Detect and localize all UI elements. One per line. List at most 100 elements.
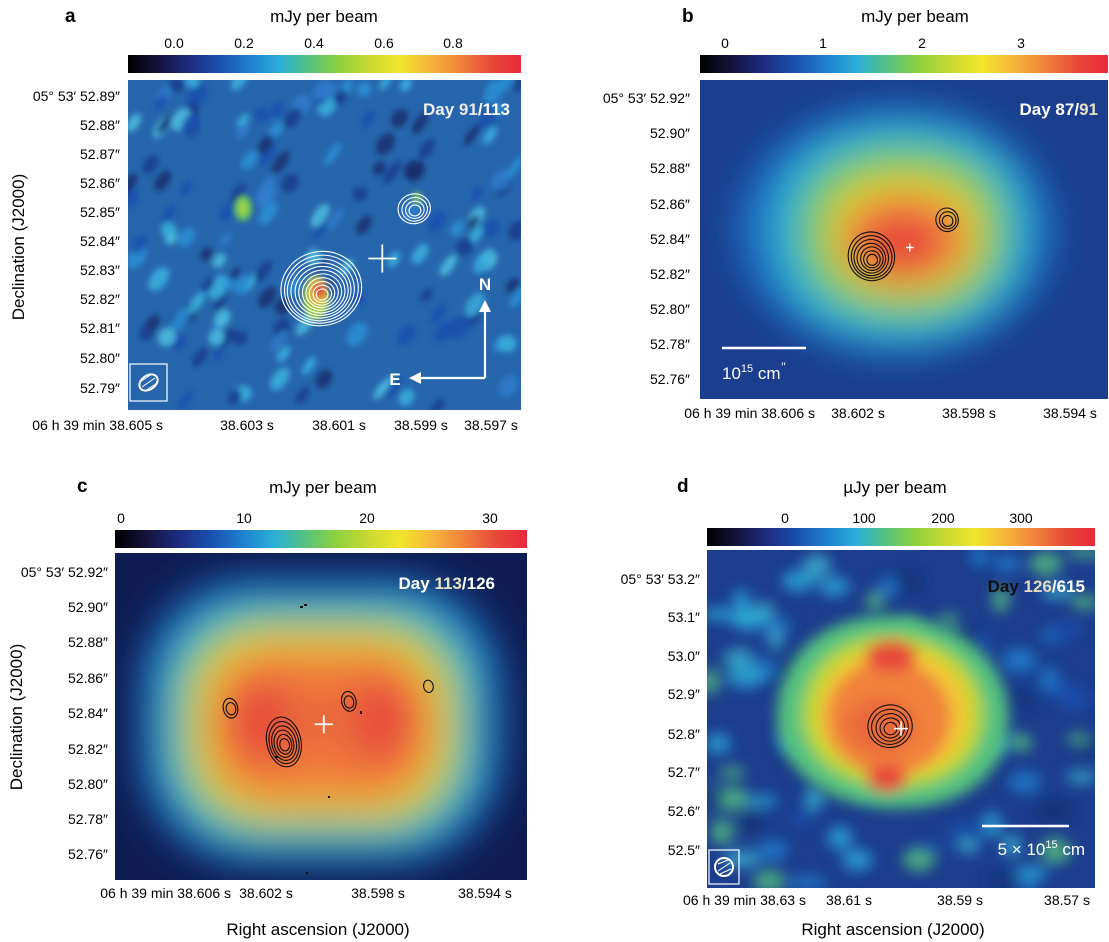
panel-a-x-tick: 38.601 s <box>312 417 366 433</box>
panel-b-day-label: Day 87/91 <box>1020 100 1099 119</box>
panel-a-day-label: Day 91/113 <box>423 100 510 119</box>
panel-a-y-tick: 52.85″ <box>80 204 120 220</box>
panel-a-cb-tick: 0.6 <box>374 35 394 51</box>
panel-b: b mJy per beam 0 1 2 3 1015 cm′′ <box>603 6 1108 421</box>
panel-c-y-tick: 52.88″ <box>68 634 108 650</box>
panel-a-x-tick: 38.597 s <box>464 417 518 433</box>
panel-b-x-tick: 38.594 s <box>1043 405 1097 421</box>
panel-b-colorbar-ticks: 0 1 2 3 <box>721 35 1025 51</box>
panel-b-cb-tick: 0 <box>721 35 729 51</box>
panel-a-x-tick: 06 h 39 min 38.605 s <box>32 417 163 433</box>
panel-a-y-tick: 52.86″ <box>80 175 120 191</box>
panel-b-letter: b <box>682 6 694 27</box>
panel-b-y-tick: 52.78″ <box>650 336 690 352</box>
panel-c-x-ticks: 06 h 39 min 38.606 s 38.602 s 38.598 s 3… <box>100 885 512 901</box>
panel-d-x-tick: 38.61 s <box>826 892 872 908</box>
panel-c-y-tick: 05° 53′ 52.92″ <box>21 564 108 580</box>
panel-c-y-ticks: 05° 53′ 52.92″ 52.90″ 52.88″ 52.86″ 52.8… <box>21 564 108 862</box>
panel-d-y-tick: 53.1″ <box>668 609 700 625</box>
panel-a-day-second: 113 <box>483 100 510 119</box>
panel-d-x-axis-title: Right ascension (J2000) <box>801 920 984 939</box>
panel-b-x-ticks: 06 h 39 min 38.606 s 38.602 s 38.598 s 3… <box>684 405 1097 421</box>
panel-b-y-tick: 52.86″ <box>650 196 690 212</box>
panel-c-x-tick: 38.598 s <box>351 885 405 901</box>
panel-a-colorbar <box>128 55 521 73</box>
panel-d-cb-tick: 300 <box>1009 510 1033 526</box>
panel-b-day-second: 91 <box>1079 100 1098 119</box>
panel-d-scale-label: 5 × 1015 cm <box>998 839 1085 859</box>
panel-c-y-tick: 52.82″ <box>68 741 108 757</box>
panel-b-cb-tick: 3 <box>1017 35 1025 51</box>
panel-d-cb-tick: 100 <box>852 510 876 526</box>
panel-b-cb-tick: 1 <box>819 35 827 51</box>
panel-a-x-tick: 38.599 s <box>394 417 448 433</box>
panel-d-y-tick: 52.5″ <box>668 842 700 858</box>
panel-b-y-tick: 52.76″ <box>650 371 690 387</box>
panel-b-y-tick: 52.80″ <box>650 301 690 317</box>
panel-c-image: Day 113/126 <box>115 553 527 880</box>
panel-b-image: 1015 cm′′ Day 87/91 <box>700 80 1108 399</box>
panel-d-y-ticks: 05° 53′ 53.2″ 53.1″ 53.0″ 52.9″ 52.8″ 52… <box>621 571 700 858</box>
panel-a-x-ticks: 06 h 39 min 38.605 s 38.603 s 38.601 s 3… <box>32 417 518 433</box>
panel-a-letter: a <box>65 6 76 27</box>
panel-a-colorbar-title: mJy per beam <box>270 7 378 26</box>
panel-d-y-tick: 52.7″ <box>668 764 700 780</box>
panel-b-colorbar <box>700 55 1108 73</box>
panel-b-x-tick: 38.602 s <box>831 405 885 421</box>
panel-d: d µJy per beam 0 100 200 300 <box>621 476 1104 939</box>
panel-a-y-tick: 52.83″ <box>80 262 120 278</box>
panel-a-day-first: 91 <box>459 100 478 119</box>
panel-a-compass-n: N <box>479 275 491 294</box>
panel-c-x-tick: 38.602 s <box>239 885 293 901</box>
panel-c-cb-tick: 30 <box>482 510 498 526</box>
panel-d-y-tick: 52.8″ <box>668 726 700 742</box>
panel-a-cb-tick: 0.2 <box>234 35 254 51</box>
panel-c-x-tick: 38.594 s <box>458 885 512 901</box>
panel-c-cb-tick: 0 <box>117 510 125 526</box>
panel-a-cb-tick: 0.0 <box>164 35 184 51</box>
panel-d-y-tick: 52.6″ <box>668 803 700 819</box>
panel-a-y-tick: 05° 53′ 52.89″ <box>33 88 120 104</box>
panel-a-y-axis-title: Declination (J2000) <box>9 174 28 320</box>
panel-a-colorbar-ticks: 0.0 0.2 0.4 0.6 0.8 <box>164 35 463 51</box>
panel-b-scale-label: 1015 cm′′ <box>722 360 786 383</box>
panel-c-cb-tick: 10 <box>236 510 252 526</box>
panel-a-compass-e: E <box>389 370 400 389</box>
panel-c-y-tick: 52.86″ <box>68 670 108 686</box>
panel-b-y-tick: 52.84″ <box>650 231 690 247</box>
panel-d-y-tick: 05° 53′ 53.2″ <box>621 571 700 587</box>
panel-c-x-tick: 06 h 39 min 38.606 s <box>100 885 231 901</box>
panel-d-colorbar <box>707 528 1095 546</box>
panel-d-day-label: Day 126/615 <box>988 577 1085 596</box>
panel-b-y-ticks: 05° 53′ 52.92″ 52.90″ 52.88″ 52.86″ 52.8… <box>603 90 690 387</box>
panel-a-y-ticks: 05° 53′ 52.89″ 52.88″ 52.87″ 52.86″ 52.8… <box>33 88 120 396</box>
panel-c-y-tick: 52.90″ <box>68 599 108 615</box>
panel-a-image: N E Day 91/113 <box>117 66 531 418</box>
panel-c-y-tick: 52.84″ <box>68 705 108 721</box>
panel-c-colorbar-title: mJy per beam <box>269 478 377 497</box>
panel-c-y-axis-title: Declination (J2000) <box>7 644 26 790</box>
panel-c-day-second: 126 <box>467 574 495 593</box>
panel-b-day-first: 87 <box>1055 100 1074 119</box>
panel-c-y-tick: 52.78″ <box>68 811 108 827</box>
panel-c-letter: c <box>77 476 88 497</box>
panel-b-y-tick: 52.88″ <box>650 160 690 176</box>
panel-b-cb-tick: 2 <box>918 35 926 51</box>
panel-c-colorbar-ticks: 0 10 20 30 <box>117 510 498 526</box>
panel-d-letter: d <box>677 476 689 497</box>
panel-b-y-tick: 52.90″ <box>650 125 690 141</box>
panel-a-cb-tick: 0.4 <box>304 35 324 51</box>
panel-b-y-tick: 05° 53′ 52.92″ <box>603 90 690 106</box>
panel-a: a mJy per beam 0.0 0.2 0.4 0.6 0.8 <box>9 6 531 433</box>
panel-a-y-tick: 52.84″ <box>80 233 120 249</box>
panel-a-y-tick: 52.82″ <box>80 291 120 307</box>
panel-b-y-tick: 52.82″ <box>650 266 690 282</box>
panel-c-day-label: Day 113/126 <box>399 574 495 593</box>
panel-c-colorbar <box>115 530 527 548</box>
panel-d-cb-tick: 200 <box>931 510 955 526</box>
panel-a-cb-tick: 0.8 <box>443 35 463 51</box>
panel-d-x-tick: 38.59 s <box>937 892 983 908</box>
panel-b-x-tick: 38.598 s <box>942 405 996 421</box>
panel-d-x-tick: 06 h 39 min 38.63 s <box>683 892 806 908</box>
